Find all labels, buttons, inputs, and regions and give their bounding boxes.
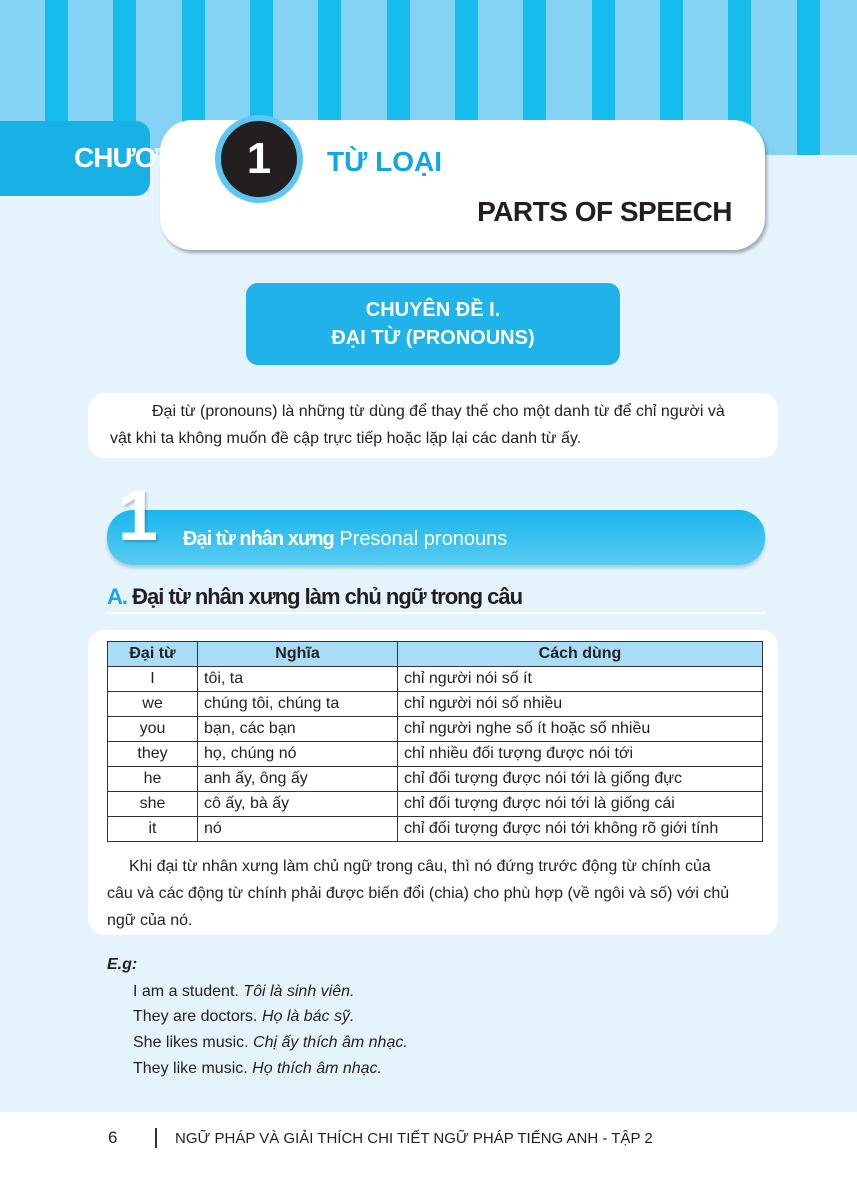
- example-item: I am a student. Tôi là sinh viên.: [133, 983, 354, 1001]
- footer: [0, 1112, 857, 1200]
- page-number: 6: [108, 1128, 118, 1147]
- example-en: She likes music.: [133, 1034, 249, 1051]
- table-row: we chúng tôi, chúng ta chỉ người nói số nh…: [107, 691, 763, 717]
- chapter-label: CHƯƠNG: [74, 142, 199, 173]
- example-vi: Tôi là sinh viên.: [243, 983, 355, 1000]
- divider: [107, 612, 765, 614]
- subsection-heading: A. Đại từ nhân xưng làm chủ ngữ trong câ…: [107, 584, 523, 610]
- topic-box: CHUYÊN ĐỀ I. ĐẠI TỪ (PRONOUNS): [246, 283, 620, 365]
- table-row: she cô ấy, bà ấy chỉ đối tượng được nói tớ…: [107, 791, 763, 817]
- example-item: She likes music. Chị ấy thích âm nhạc.: [133, 1034, 408, 1052]
- section-title-vi: Đại từ nhân xưng: [183, 528, 335, 550]
- header-cell: Đại từ: [107, 641, 198, 667]
- example-vi: Chị ấy thích âm nhạc.: [253, 1034, 408, 1051]
- table-row: they họ, chúng nó chỉ nhiều đối tượng được…: [107, 741, 763, 767]
- example-label: E.g:: [107, 956, 138, 973]
- section-bar: [107, 510, 765, 565]
- book-title: NGỮ PHÁP VÀ GIẢI THÍCH CHI TIẾT NGỮ PHÁP…: [175, 1130, 653, 1147]
- chapter-number: 1: [215, 115, 303, 203]
- example-en: They like music.: [133, 1060, 248, 1077]
- topic-line2: ĐẠI TỪ (PRONOUNS): [331, 327, 535, 349]
- footer-separator: [155, 1128, 157, 1148]
- table-row: you bạn, các bạn chỉ người nghe số ít hoặc…: [107, 716, 763, 742]
- explanation-line2: câu và các động từ chính phải được biến …: [107, 885, 730, 902]
- explanation-line3: ngữ của nó.: [107, 912, 193, 929]
- explanation-line1: Khi đại từ nhân xưng làm chủ ngữ trong c…: [129, 858, 711, 875]
- header-cell: Cách dùng: [397, 641, 763, 667]
- table-row: he anh ấy, ông ấy chỉ đối tượng được nói t…: [107, 766, 763, 792]
- section-number: 1: [118, 476, 159, 556]
- chapter-bar: [0, 121, 150, 196]
- header-cell: Nghĩa: [197, 641, 398, 667]
- intro-line1: Đại từ (pronouns) là những từ dùng để th…: [152, 403, 725, 420]
- section-title-en: Presonal pronouns: [339, 528, 508, 550]
- example-vi: Họ thích âm nhạc.: [252, 1060, 382, 1077]
- intro-line2: vật khi ta không muốn đề cập trực tiếp h…: [110, 430, 582, 447]
- table-header: Đại từ Nghĩa Cách dùng: [107, 641, 763, 667]
- subsection-title: Đại từ nhân xưng làm chủ ngữ trong câu: [132, 584, 523, 609]
- example-vi: Họ là bác sỹ.: [261, 1008, 355, 1025]
- example-item: They are doctors. Họ là bác sỹ.: [133, 1008, 354, 1026]
- example-en: They are doctors.: [133, 1008, 258, 1025]
- topic-line1: CHUYÊN ĐỀ I.: [365, 299, 501, 321]
- subsection-letter: A.: [107, 584, 128, 609]
- section-title: Đại từ nhân xưng Presonal pronouns: [183, 528, 507, 551]
- intro-box: Đại từ (pronouns) là những từ dùng để th…: [88, 393, 778, 458]
- example-en: I am a student.: [133, 983, 239, 1000]
- table-row: it nó chỉ đối tượng được nói tới không rõ …: [107, 816, 763, 842]
- explanation: Khi đại từ nhân xưng làm chủ ngữ trong c…: [107, 853, 772, 934]
- chapter-title-vi: TỪ LOẠI: [327, 146, 442, 177]
- example-item: They like music. Họ thích âm nhạc.: [133, 1060, 382, 1078]
- chapter-title-en: PARTS OF SPEECH: [477, 196, 732, 227]
